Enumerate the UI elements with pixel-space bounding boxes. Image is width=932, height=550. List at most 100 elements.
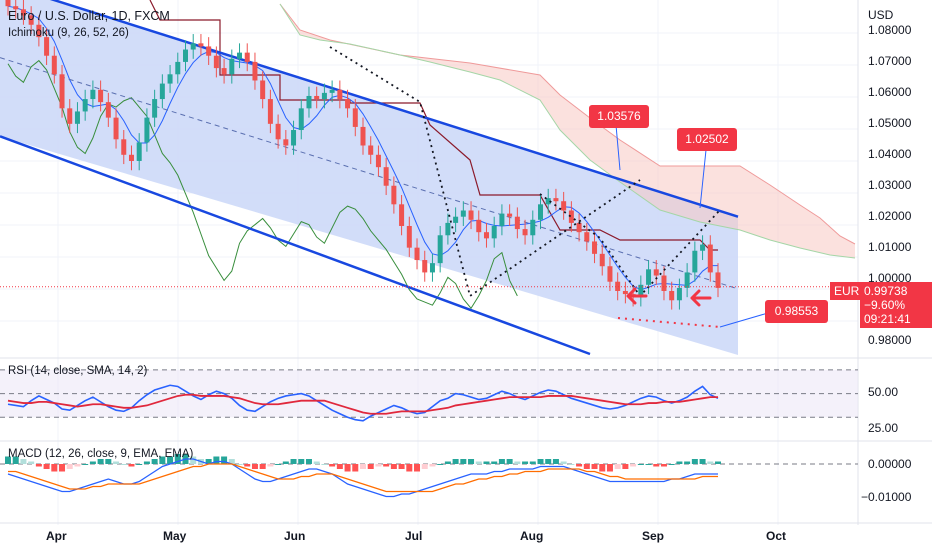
time-tick-label: May — [163, 529, 187, 543]
candle-body — [291, 130, 297, 146]
macd-histogram-bar — [468, 459, 475, 464]
macd-histogram-bar — [460, 459, 467, 464]
support-dotted — [617, 317, 721, 328]
macd-histogram-bar — [313, 461, 320, 464]
candle-body — [576, 222, 582, 233]
candle-body — [20, 9, 26, 16]
candle-body — [221, 68, 227, 75]
macd-histogram-bar — [514, 461, 521, 464]
candle-body — [422, 260, 428, 273]
candle-body — [661, 275, 667, 291]
candle-body — [5, 0, 11, 7]
price-tick-label: 1.07000 — [868, 53, 912, 68]
candle-body — [522, 229, 528, 236]
rsi-label[interactable]: RSI (14, close, SMA, 14, 2) — [8, 365, 148, 377]
macd-histogram-bar — [560, 461, 567, 464]
candle-body — [136, 142, 142, 161]
macd-histogram-bar — [329, 464, 336, 467]
candle-body — [183, 49, 188, 62]
macd-histogram-bar — [421, 464, 428, 469]
macd-histogram-bar — [97, 459, 104, 464]
macd-label[interactable]: MACD (12, 26, close, 9, EMA, EMA) — [8, 448, 194, 460]
macd-histogram-bar — [128, 464, 135, 467]
candle-body — [399, 204, 405, 226]
macd-histogram-bar — [406, 464, 413, 472]
candle-body — [530, 219, 536, 236]
macd-histogram-bar — [344, 464, 351, 472]
arrow-left-b — [690, 289, 712, 307]
annotation-level-b[interactable]: 1.02502 — [677, 128, 737, 151]
macd-histogram-bar — [66, 464, 73, 469]
candle-body — [98, 89, 104, 103]
candle-body — [206, 46, 212, 56]
candle-body — [592, 241, 598, 254]
macd-histogram-bar — [383, 464, 390, 467]
candle-body — [584, 232, 590, 242]
rsi-line — [7, 384, 719, 422]
candle-body — [275, 123, 281, 140]
candle-body — [391, 185, 397, 205]
macd-histogram-bar — [105, 459, 112, 464]
macd-histogram-bar — [59, 464, 66, 472]
macd-histogram-bar — [576, 464, 583, 467]
macd-histogram-bar — [599, 464, 606, 472]
candle-body — [175, 61, 181, 75]
candle-body — [360, 126, 366, 146]
candle-body — [653, 269, 659, 276]
candle-body — [676, 287, 682, 301]
candle-body — [700, 244, 706, 251]
annotation-level-a[interactable]: 1.03576 — [589, 105, 649, 128]
macd-histogram-bar — [205, 459, 212, 464]
macd-histogram-bar — [275, 464, 282, 465]
candle-body — [51, 55, 57, 75]
annotation-level-c[interactable]: 0.98553 — [765, 300, 828, 323]
candle-body — [152, 99, 158, 118]
macd-histogram-bar — [645, 464, 652, 465]
macd-histogram-bar — [668, 464, 675, 465]
candle-body — [669, 290, 675, 301]
candle-body — [638, 284, 644, 298]
macd-signal-line — [8, 463, 718, 493]
macd-histogram-bar — [676, 461, 683, 464]
currency-label: USD — [868, 8, 894, 22]
candle-body — [507, 213, 513, 217]
candle-body — [105, 102, 111, 118]
macd-histogram-bar — [591, 464, 598, 469]
tenkan-sen — [7, 5, 718, 291]
candle-body — [599, 253, 605, 267]
macd-histogram-bar — [259, 464, 266, 469]
macd-histogram-bar — [352, 464, 359, 472]
macd-histogram-bar — [321, 464, 328, 465]
time-tick-label: Apr — [46, 529, 67, 543]
candle-body — [67, 108, 73, 124]
candle-body — [483, 232, 489, 239]
macd-histogram-bar — [290, 459, 297, 464]
candle-body — [414, 247, 420, 261]
macd-histogram-bar — [167, 456, 174, 464]
candle-body — [568, 210, 574, 223]
candle-body — [437, 235, 443, 264]
rsi-sma-line — [7, 393, 718, 415]
price-tick-label: 1.06000 — [868, 84, 912, 99]
candle-body — [561, 201, 567, 211]
candle-body — [460, 210, 466, 217]
macd-histogram-bar — [113, 461, 120, 464]
candle-body — [213, 55, 219, 69]
last-price-countdown: 09:21:41 — [864, 312, 911, 326]
macd-histogram-bar — [429, 464, 436, 467]
candle-body — [406, 225, 412, 248]
candle-body — [298, 108, 304, 131]
candle-body — [692, 250, 698, 273]
macd-histogram-bar — [452, 459, 459, 464]
ichimoku-label[interactable]: Ichimoku (9, 26, 52, 26) — [8, 27, 129, 39]
candle-body — [538, 204, 543, 220]
candle-body — [375, 154, 381, 168]
time-tick-label: Jun — [284, 529, 306, 543]
macd-histogram-bar — [390, 464, 397, 469]
macd-histogram-bar — [491, 461, 498, 464]
macd-histogram-bar — [251, 464, 258, 469]
macd-histogram-bar — [12, 456, 19, 464]
rsi-tick-50: 50.00 — [868, 385, 899, 399]
price-tick-label: 1.02000 — [868, 208, 912, 223]
